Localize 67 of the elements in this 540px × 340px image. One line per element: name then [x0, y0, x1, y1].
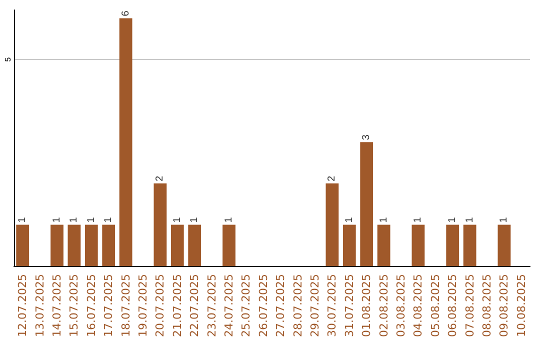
x-tick-label: 04.08.2025	[412, 274, 425, 338]
x-tick-label: 06.08.2025	[446, 274, 460, 338]
x-tick-label: 15.07.2025	[68, 274, 81, 338]
x-tick-label: 13.07.2025	[33, 274, 46, 338]
data-label: 2	[154, 175, 166, 182]
data-label: 6	[120, 10, 132, 16]
bar	[68, 224, 81, 266]
data-label: 1	[224, 216, 234, 223]
data-label: 1	[103, 216, 114, 223]
data-label: 1	[189, 216, 200, 223]
bar	[342, 224, 356, 266]
bar	[170, 224, 184, 266]
x-tick-label: 30.07.2025	[326, 274, 339, 338]
data-label: 1	[464, 216, 476, 223]
x-tick-label: 28.07.2025	[291, 274, 304, 338]
x-tick-label: 17.07.2025	[102, 274, 116, 338]
data-label: 1	[378, 216, 390, 223]
x-tick-label: 31.07.2025	[342, 274, 356, 338]
x-tick-label: 09.08.2025	[498, 274, 511, 338]
bar	[188, 224, 202, 266]
bar	[50, 224, 64, 266]
x-tick-label: 07.08.2025	[463, 274, 476, 338]
bar	[360, 142, 374, 266]
x-tick-label: 08.08.2025	[480, 274, 494, 338]
x-tick-label: 19.07.2025	[136, 274, 150, 338]
x-tick-label: 23.07.2025	[205, 274, 218, 338]
x-tick-label: 21.07.2025	[170, 274, 184, 338]
data-label: 1	[344, 216, 355, 223]
x-tick-label: 29.07.2025	[308, 274, 322, 338]
bar	[446, 224, 460, 266]
data-label: 1	[412, 216, 424, 223]
bar	[377, 224, 390, 266]
data-label: 1	[172, 216, 183, 223]
bar	[16, 224, 30, 266]
data-label: 3	[361, 134, 372, 140]
data-label: 1	[17, 216, 28, 223]
x-tick-label: 20.07.2025	[154, 274, 167, 338]
data-label: 1	[68, 216, 80, 223]
x-tick-label: 01.08.2025	[360, 274, 374, 338]
data-label: 1	[52, 216, 62, 223]
x-tick-label: 16.07.2025	[84, 274, 98, 338]
bar	[463, 224, 476, 266]
y-tick-label: 5	[4, 56, 12, 62]
x-tick-label: 05.08.2025	[428, 274, 442, 338]
bar	[498, 224, 511, 266]
x-tick-label: 25.07.2025	[240, 274, 253, 338]
x-tick-label: 18.07.2025	[119, 274, 132, 338]
x-tick-label: 27.07.2025	[274, 274, 288, 338]
x-tick-label: 02.08.2025	[377, 274, 390, 338]
data-label: 2	[326, 175, 338, 182]
x-tick-label: 14.07.2025	[50, 274, 64, 338]
data-label: 1	[498, 216, 510, 223]
data-label: 1	[86, 216, 97, 223]
x-tick-label: 22.07.2025	[188, 274, 202, 338]
bar	[154, 183, 167, 266]
x-tick-label: 24.07.2025	[222, 274, 236, 338]
x-tick-label: 26.07.2025	[256, 274, 270, 338]
bar	[119, 18, 132, 266]
x-tick-label: 12.07.2025	[16, 274, 30, 338]
x-tick-label: 10.08.2025	[514, 274, 528, 338]
bar	[102, 224, 116, 266]
bar	[412, 224, 425, 266]
x-tick-label: 03.08.2025	[394, 274, 408, 338]
data-label: 1	[447, 216, 458, 223]
bar	[222, 224, 236, 266]
bar	[326, 183, 339, 266]
bar	[84, 224, 98, 266]
